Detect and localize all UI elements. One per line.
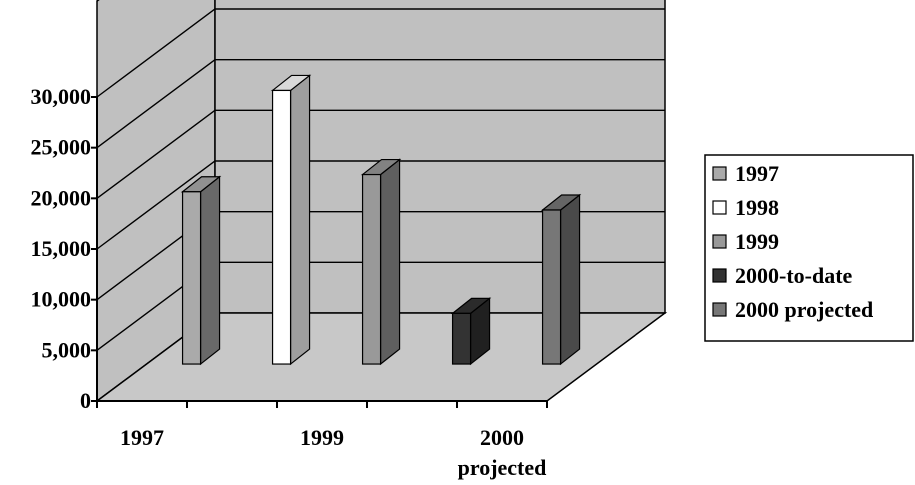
bar-front (451, 312, 472, 365)
chart-legend: 1997 1998 1999 2000-to-date 2000 projected (704, 154, 914, 342)
chart-axes (91, 96, 548, 408)
y-tick-label: 25,000 (31, 135, 92, 160)
bar-1999 (360, 158, 402, 366)
bar-front (181, 191, 202, 365)
bar-side (289, 74, 311, 366)
y-tick-label: 15,000 (31, 236, 92, 261)
x-axis-category-labels: 1997 1999 2000 projected (120, 425, 546, 480)
gridline (96, 58, 665, 149)
bar-1997 (180, 175, 222, 366)
gridline (96, 160, 665, 250)
bar-front (541, 209, 562, 365)
bar-front (361, 173, 382, 365)
chart-bars (180, 74, 582, 366)
legend-label: 2000 projected (735, 297, 873, 322)
y-tick-label: 20,000 (31, 185, 92, 210)
x-category-label: 2000 (480, 425, 524, 450)
bar-side (559, 193, 581, 366)
y-tick-label: 10,000 (31, 287, 92, 312)
bar-side (379, 158, 401, 366)
x-category-label: 1997 (120, 425, 164, 450)
legend-swatch (712, 200, 727, 215)
y-tick-label: 30,000 (31, 84, 92, 109)
legend-label: 1998 (735, 195, 779, 220)
bar-2000-projected (540, 193, 582, 366)
bar-front (271, 89, 292, 365)
legend-label: 1997 (735, 161, 779, 186)
gridline (96, 8, 665, 98)
y-axis-tick-labels: 0 5,000 10,000 15,000 20,000 25,000 30,000 (31, 84, 92, 413)
legend-box (704, 154, 914, 342)
x-category-label: projected (458, 455, 547, 480)
legend-label: 1999 (735, 229, 779, 254)
bar-side (199, 175, 221, 366)
bar-1998 (270, 74, 312, 366)
y-tick-label: 5,000 (42, 337, 92, 362)
x-category-label: 1999 (300, 425, 344, 450)
bar-2000-to-date (450, 297, 492, 366)
y-tick-label: 0 (80, 388, 91, 413)
legend-label: 2000-to-date (735, 263, 853, 288)
legend-swatch (712, 234, 727, 249)
gridline (96, 109, 665, 199)
legend-swatch (712, 302, 727, 317)
legend-swatch (712, 268, 727, 283)
legend-swatch (712, 166, 727, 181)
